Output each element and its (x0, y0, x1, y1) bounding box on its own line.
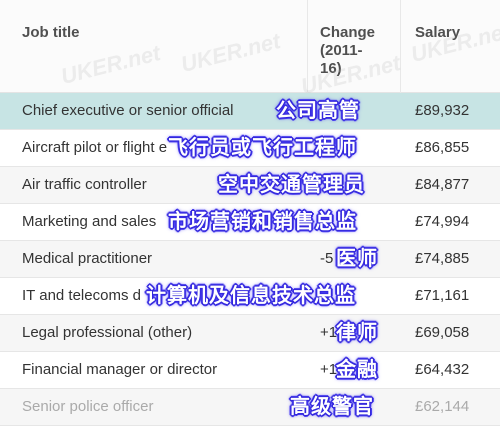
table-row[interactable]: Chief executive or senior official £89,9… (0, 93, 500, 130)
salary-cell: £86,855 (415, 139, 470, 156)
salary-cell: £84,877 (415, 176, 470, 193)
salary-cell: £64,432 (415, 361, 470, 378)
job-title-cell: IT and telecoms d (22, 287, 141, 304)
table-row[interactable]: Legal professional (other) +1 £69,058 (0, 315, 500, 352)
table-row[interactable]: Medical practitioner -5 £74,885 (0, 241, 500, 278)
salary-cell: £74,994 (415, 213, 470, 230)
translation-overlay: 高级警官 (290, 396, 374, 418)
job-title-cell: Chief executive or senior official (22, 102, 234, 119)
header-change[interactable]: Change (2011- 16) (320, 24, 392, 78)
table-row[interactable]: IT and telecoms d £71,161 (0, 278, 500, 315)
table-row[interactable]: Senior police officer £62,144 (0, 389, 500, 426)
header-change-line1: Change (320, 24, 376, 41)
salary-cell: £74,885 (415, 250, 470, 267)
job-title-cell: Senior police officer (22, 398, 154, 415)
table-row-partial (0, 426, 500, 445)
salary-cell: £69,058 (415, 324, 470, 341)
job-title-cell: Air traffic controller (22, 176, 147, 193)
salary-cell: £62,144 (415, 398, 470, 415)
translation-overlay: 医师 (336, 248, 378, 270)
change-cell: +1 (320, 324, 338, 341)
job-title-cell: Medical practitioner (22, 250, 153, 267)
translation-overlay: 律师 (336, 322, 378, 344)
translation-overlay: 金融 (336, 359, 378, 381)
translation-overlay: 市场营销和销售总监 (168, 211, 357, 233)
table-row[interactable]: Financial manager or director +1 £64,432 (0, 352, 500, 389)
job-title-cell: Marketing and sales (22, 213, 157, 230)
job-title-cell: Aircraft pilot or flight e (22, 139, 168, 156)
table-row[interactable]: Air traffic controller £84,877 (0, 167, 500, 204)
translation-overlay: 空中交通管理员 (218, 174, 365, 196)
header-salary[interactable]: Salary (415, 24, 461, 41)
change-cell: -5 (320, 250, 334, 267)
change-cell: +1 (320, 361, 338, 378)
header-change-line3: 16) (320, 60, 342, 77)
table-row[interactable]: Aircraft pilot or flight e £86,855 (0, 130, 500, 167)
header-job-title[interactable]: Job title (22, 24, 80, 41)
translation-overlay: 公司高管 (276, 100, 360, 122)
salary-cell: £89,932 (415, 102, 470, 119)
job-title-cell: Financial manager or director (22, 361, 218, 378)
job-title-cell: Legal professional (other) (22, 324, 193, 341)
translation-overlay: 计算机及信息技术总监 (146, 285, 356, 307)
salary-cell: £71,161 (415, 287, 470, 304)
table-header: Job title Change (2011- 16) Salary (0, 0, 500, 94)
table-row[interactable]: Marketing and sales £74,994 (0, 204, 500, 241)
header-change-line2: (2011- (320, 42, 363, 59)
translation-overlay: 飞行员或飞行工程师 (168, 137, 357, 159)
